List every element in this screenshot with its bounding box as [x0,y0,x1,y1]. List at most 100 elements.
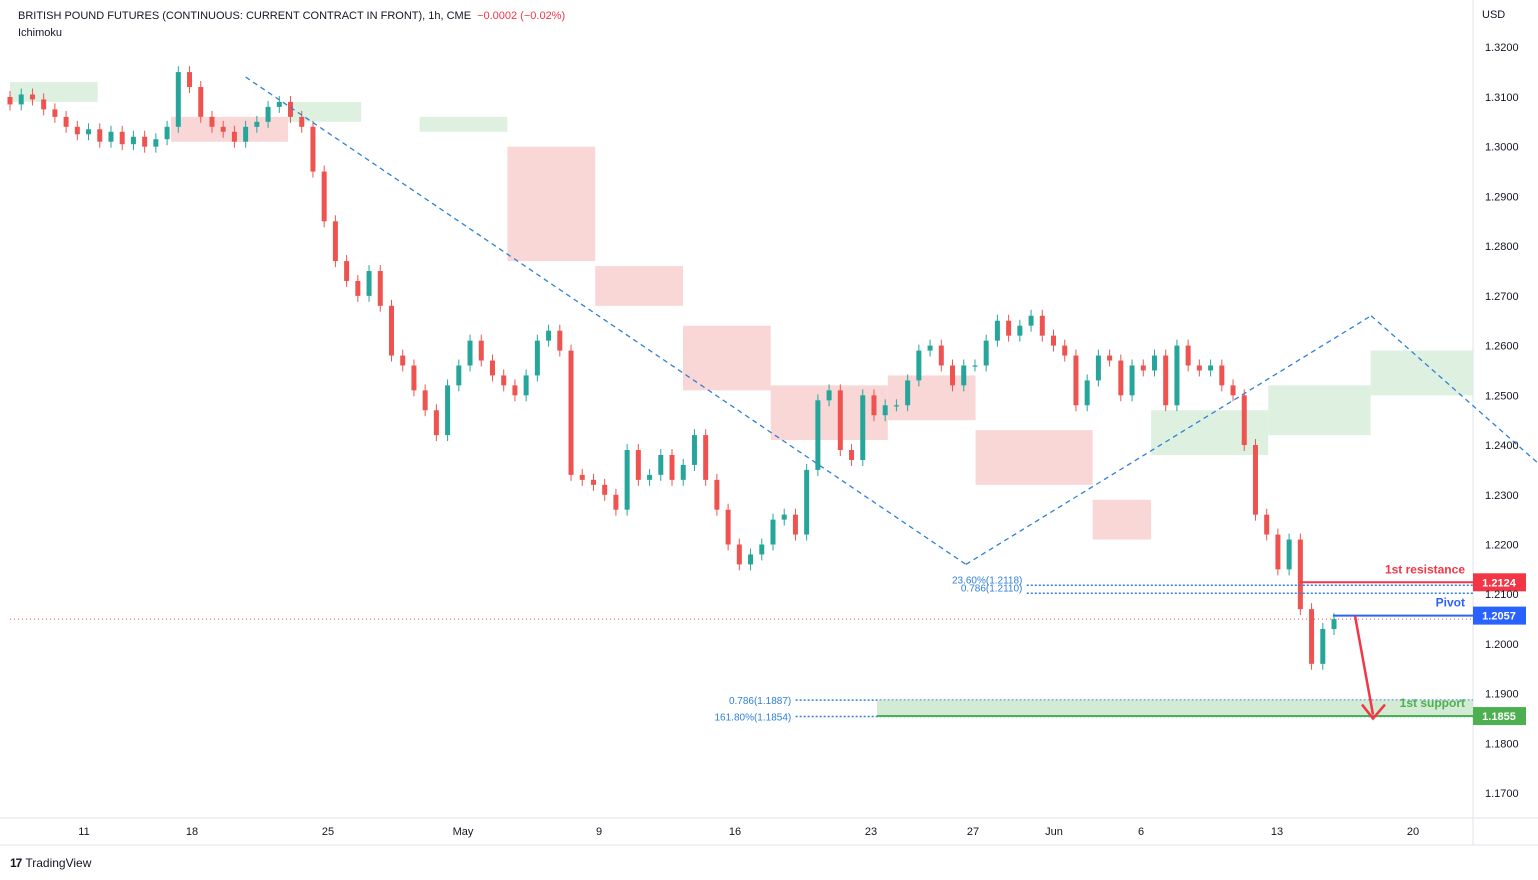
candle-38 [433,404,439,442]
candle-41 [467,334,473,372]
candle-40 [456,359,462,392]
level-tag-bg-0 [1473,573,1526,592]
candle-18 [209,110,215,133]
candle-93 [1051,329,1057,352]
tradingview-logo[interactable]: 17 TradingView [10,856,91,870]
candle-81 [916,344,922,387]
candle-8 [97,123,103,148]
candle-46 [523,369,529,402]
candle-34 [388,299,394,362]
candle-4 [52,103,58,123]
candle-73 [826,384,832,407]
cloud-segment-8 [887,375,976,421]
candle-104 [1174,339,1180,412]
candle-102 [1151,349,1157,377]
fib-label-1: 0.786(1.2110) [961,583,1023,594]
x-tick-8: Jun [1045,826,1063,838]
candle-33 [377,265,383,312]
candle-57 [647,468,653,486]
y-tick-11: 1.2100 [1485,589,1519,601]
y-tick-15: 1.1700 [1485,788,1519,800]
y-tick-13: 1.1900 [1485,689,1519,701]
candle-66 [748,548,754,571]
x-tick-2: 25 [322,826,334,838]
x-tick-6: 23 [865,826,877,838]
candle-71 [804,463,810,541]
fib-label-2: 0.786(1.1887) [729,696,791,707]
level-tag-1: 1.2057 [1482,611,1516,623]
candle-59 [669,449,675,486]
candle-72 [815,394,821,476]
candle-84 [950,359,956,392]
fib-label-0: 23.60%(1.2118) [952,575,1022,586]
x-tick-11: 20 [1407,826,1419,838]
cloud-segment-11 [1151,410,1269,455]
cloud-segment-5 [595,266,683,306]
candle-103 [1163,349,1169,412]
candle-39 [445,379,451,442]
candle-87 [983,334,989,372]
candle-19 [220,120,226,138]
tradingview-name: TradingView [25,856,92,870]
y-tick-14: 1.1800 [1485,738,1519,750]
candle-97 [1095,349,1101,387]
candle-45 [512,379,518,402]
x-tick-9: 6 [1138,826,1144,838]
candle-17 [198,81,204,123]
candle-21 [243,120,249,148]
candle-2 [29,88,35,106]
cloud-segment-12 [1268,385,1371,436]
candle-115 [1297,533,1303,616]
candle-114 [1286,533,1292,576]
candle-79 [893,399,899,412]
candle-107 [1208,359,1214,377]
y-tick-4: 1.2800 [1485,241,1519,253]
candle-30 [344,255,350,287]
x-tick-4: 9 [596,826,602,838]
candle-53 [602,478,608,501]
candle-64 [725,503,731,551]
price-change: −0.0002 (−0.02%) [477,10,566,22]
cloud-segment-13 [1370,350,1473,396]
candle-25 [288,95,294,123]
candle-118 [1331,613,1337,636]
cloud-segment-4 [507,146,596,262]
cloud-segment-10 [1092,499,1152,540]
candle-13 [153,133,159,153]
candle-22 [254,115,260,133]
candle-58 [658,449,664,481]
level-label-1: Pivot [1436,596,1465,610]
y-tick-3: 1.2900 [1485,191,1519,203]
level-label-2: 1st support [1400,696,1465,710]
candle-112 [1264,508,1270,541]
candle-3 [41,93,47,116]
candle-86 [972,359,978,372]
level-tag-2: 1.1855 [1482,711,1516,723]
candle-74 [837,384,843,456]
candle-109 [1230,379,1236,402]
candle-44 [501,369,507,392]
candle-82 [927,339,933,357]
level-label-0: 1st resistance [1385,562,1465,576]
candle-15 [175,66,181,133]
candle-55 [624,444,630,516]
candle-29 [332,215,338,268]
candle-0 [7,90,13,111]
candle-90 [1017,319,1023,342]
y-tick-7: 1.2500 [1485,390,1519,402]
candle-28 [321,165,327,228]
candle-83 [938,339,944,372]
y-tick-10: 1.2200 [1485,540,1519,552]
support-zone [877,700,1473,717]
projection-arrow-head [1361,703,1386,721]
chart-header: BRITISH POUND FUTURES (CONTINUOUS: CURRE… [18,10,565,22]
indicator-label[interactable]: Ichimoku [18,27,63,39]
projection-arrow [1353,615,1375,715]
y-tick-8: 1.2400 [1485,440,1519,452]
level-tag-bg-2 [1473,707,1526,726]
candle-106 [1196,359,1202,377]
candle-78 [882,399,888,422]
currency-label: USD [1482,9,1506,21]
candle-43 [489,354,495,382]
